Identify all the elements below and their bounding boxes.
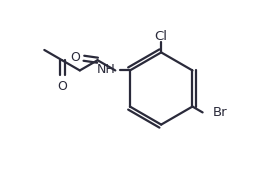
Text: NH: NH [97,63,116,76]
Text: Br: Br [213,106,227,119]
Text: Cl: Cl [155,30,168,43]
Text: O: O [57,80,67,93]
Text: O: O [70,51,80,64]
